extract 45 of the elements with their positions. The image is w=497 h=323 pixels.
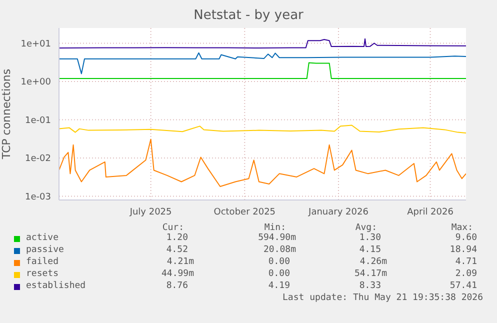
text: 594.90m (258, 233, 296, 243)
text: Last update: Thu May 21 19:35:38 2026 (282, 293, 483, 303)
x-tick-label: January 2026 (308, 207, 369, 218)
text: 8.76 (166, 281, 188, 291)
text: 4.26m (360, 257, 387, 267)
text: Cur: (162, 223, 184, 233)
line-series (59, 124, 466, 134)
text: 44.99m (161, 269, 194, 279)
text: 2.09 (455, 269, 477, 279)
text: 4.19 (268, 281, 290, 291)
text: 18.94 (450, 245, 477, 255)
x-tick-label: October 2025 (214, 207, 276, 218)
text: 4.21m (166, 257, 194, 267)
y-axis-title: TCP connections (0, 68, 13, 160)
x-tick-label: April 2026 (407, 207, 454, 218)
text: 8.33 (359, 281, 381, 291)
legend-label: resets (26, 269, 59, 279)
legend-label: passive (26, 245, 64, 255)
y-tick-label: 1e-01 (25, 116, 51, 126)
x-tick-label: July 2025 (128, 207, 172, 218)
legend-label: failed (26, 257, 59, 267)
text: 4.71 (455, 257, 477, 267)
text: 57.41 (450, 281, 477, 291)
line-series (59, 38, 466, 49)
line-series (59, 138, 466, 188)
chart-title: Netstat - by year (192, 8, 304, 23)
y-tick-label: 1e+00 (20, 78, 52, 88)
line-series (59, 52, 466, 74)
text: 0.00 (268, 269, 290, 279)
y-tick-label: 1e+01 (20, 39, 51, 50)
text: 4.52 (166, 245, 188, 255)
text: 1.20 (166, 233, 188, 243)
text: Max: (451, 223, 473, 233)
text: Min: (264, 223, 286, 233)
text: 9.60 (455, 233, 477, 243)
text: 0.00 (268, 257, 290, 267)
text: 4.15 (359, 245, 381, 255)
y-tick-label: 1e-03 (25, 192, 51, 202)
text: 1.30 (359, 233, 381, 243)
text: Avg: (355, 223, 377, 233)
legend-label: active (26, 233, 59, 243)
y-tick-label: 1e-02 (25, 154, 51, 164)
legend-label: established (26, 281, 86, 291)
text: 54.17m (354, 269, 387, 279)
text: 20.08m (263, 245, 296, 255)
